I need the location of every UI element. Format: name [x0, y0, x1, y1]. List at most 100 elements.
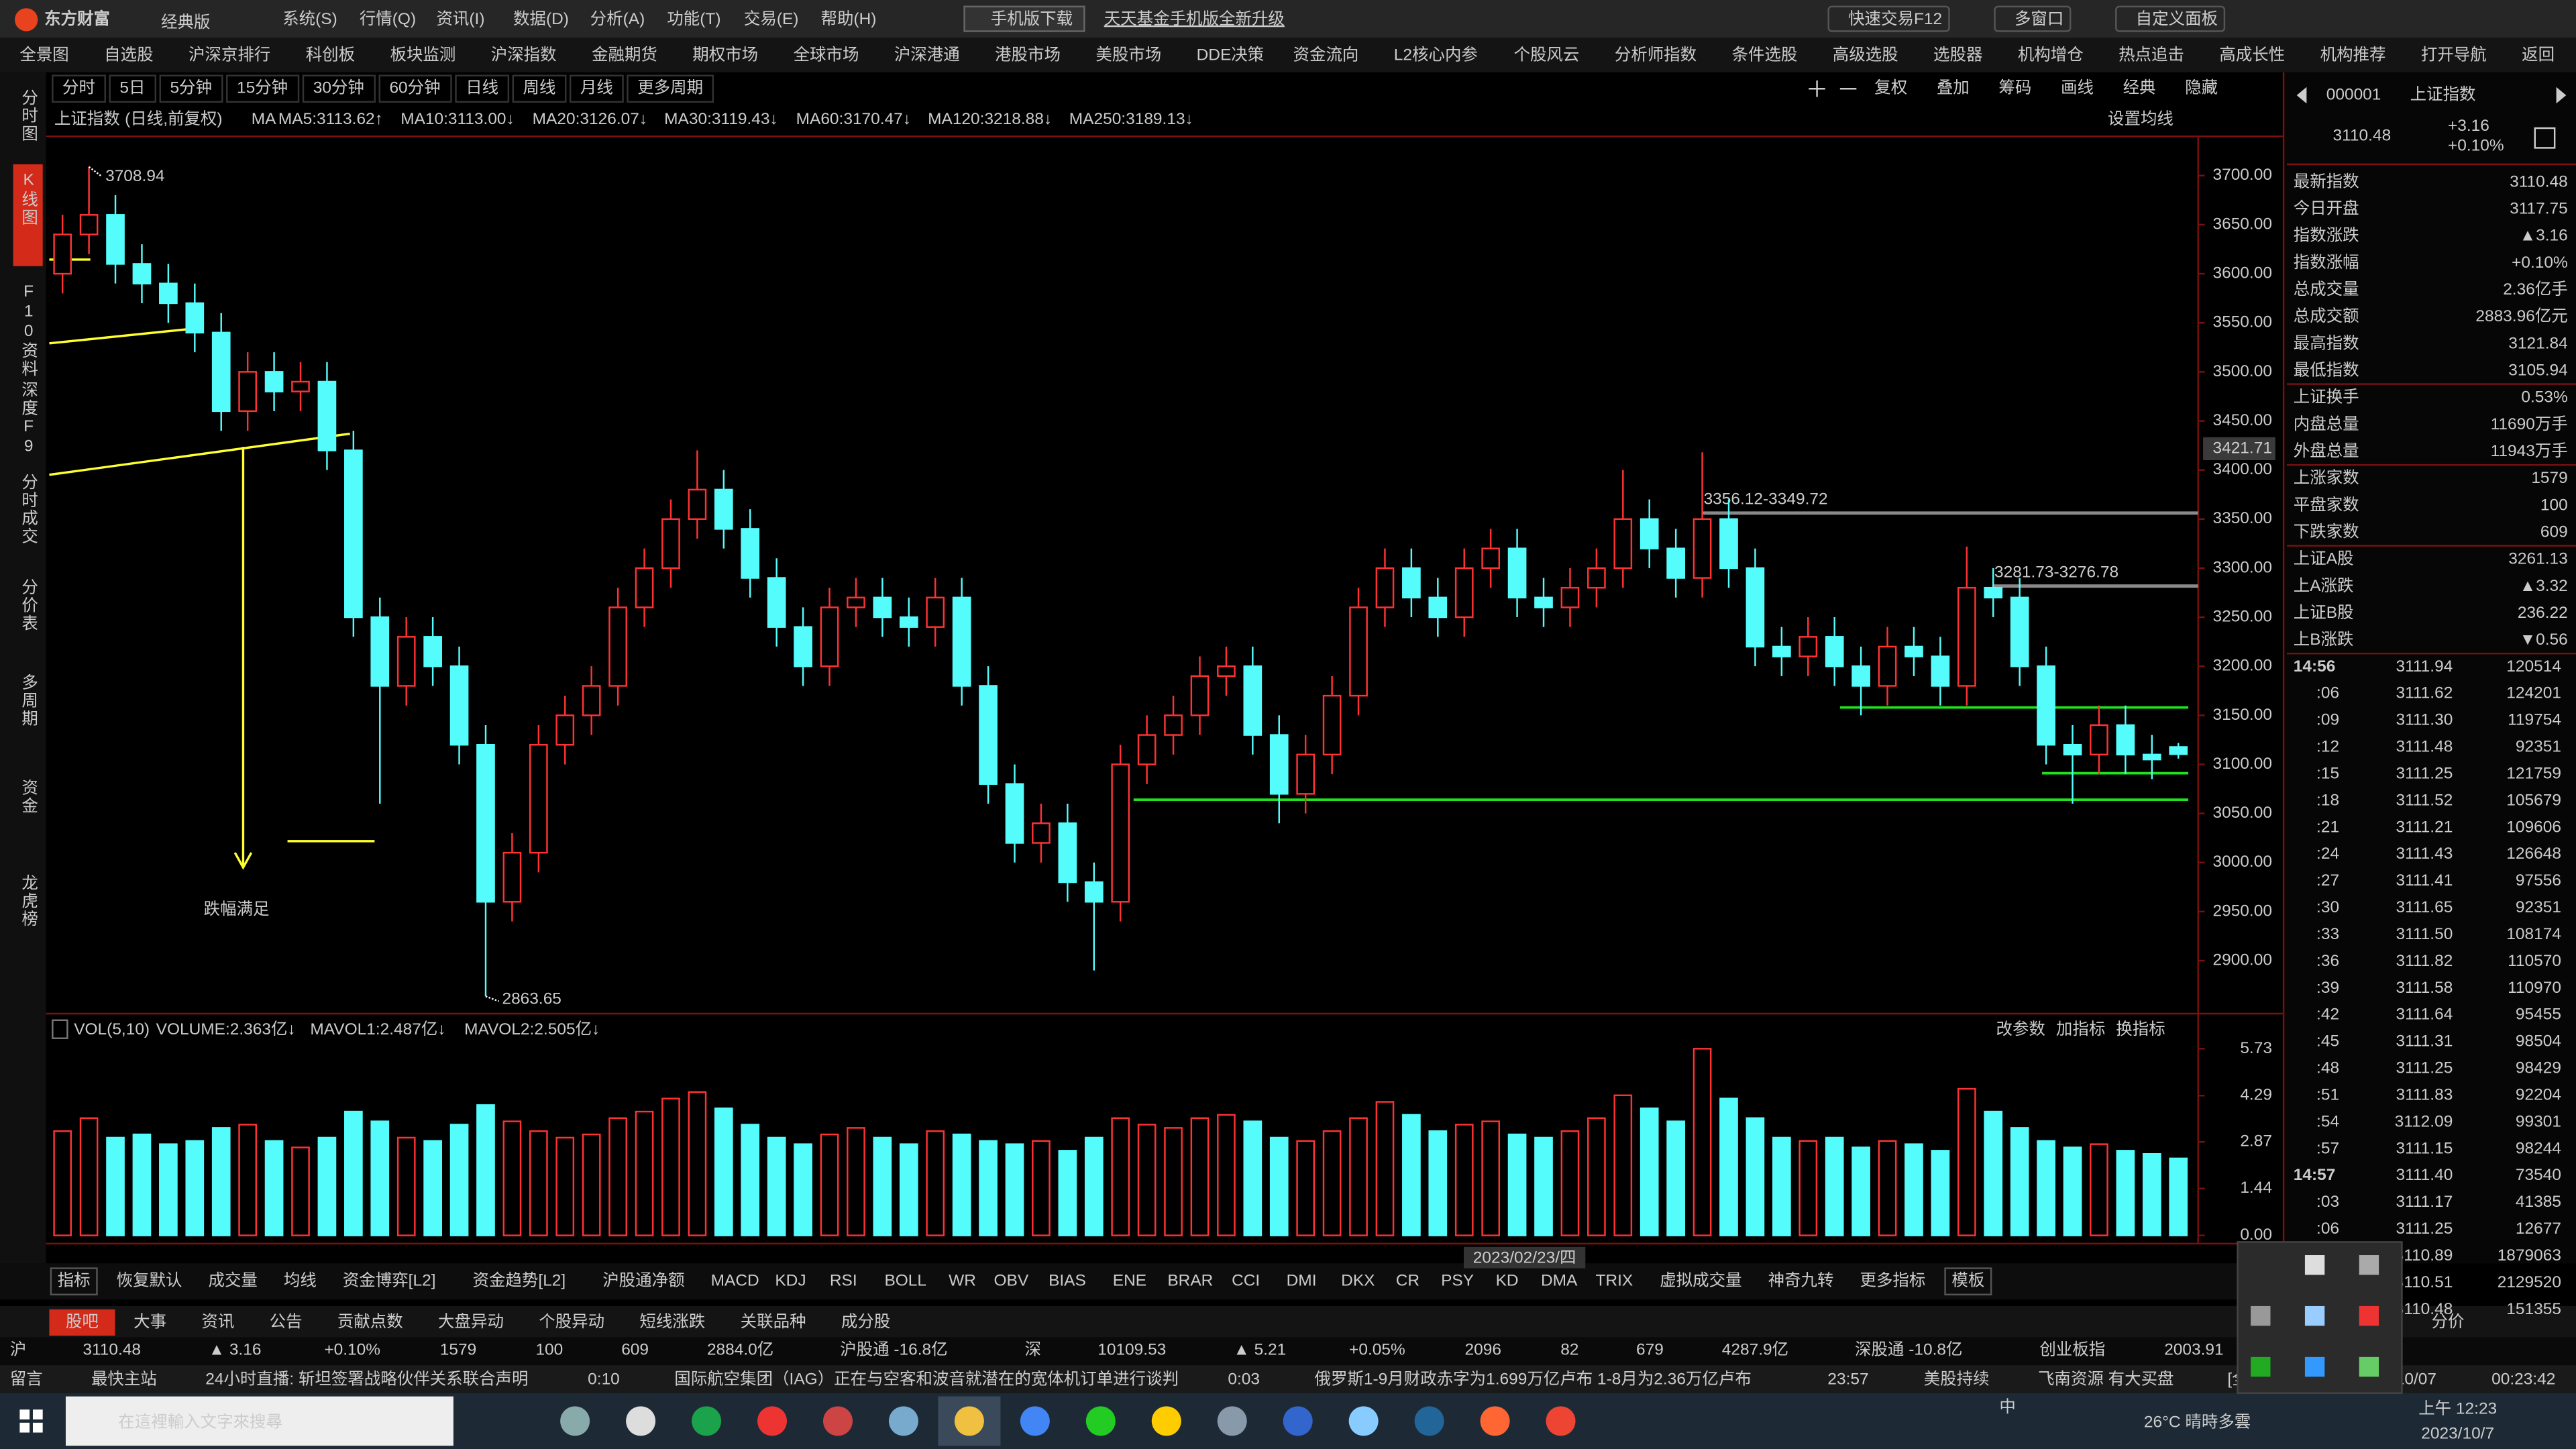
nav-item[interactable]: 全景图 — [19, 46, 68, 64]
nav-item[interactable]: 机构增仓 — [2018, 46, 2084, 64]
download-link[interactable]: 手机版下载 — [991, 9, 1073, 28]
indicator-tab[interactable]: WR — [949, 1272, 976, 1290]
indicator-tab[interactable]: 均线 — [284, 1271, 317, 1290]
app-icon[interactable] — [822, 1406, 853, 1436]
chart-tool[interactable]: 隐藏 — [2185, 78, 2218, 97]
sidebar-tab[interactable]: 深度F9 — [19, 381, 38, 457]
indicator-tab[interactable]: BOLL — [884, 1272, 926, 1290]
indicator-tab[interactable]: 恢复默认 — [117, 1271, 182, 1290]
nav-item[interactable]: 沪深指数 — [491, 46, 557, 64]
indicator-tab[interactable]: BRAR — [1167, 1272, 1213, 1290]
sidebar-tab[interactable]: 多周期 — [19, 674, 38, 728]
indicator-tab[interactable]: 沪股通净额 — [602, 1271, 684, 1290]
nav-item[interactable]: 期权市场 — [692, 46, 758, 64]
tray-icon[interactable] — [2251, 1305, 2271, 1326]
volume-tool[interactable]: 改参数 — [1996, 1020, 2045, 1038]
app-icon[interactable] — [1480, 1406, 1510, 1436]
period-tab[interactable]: 分时 — [62, 78, 95, 97]
nav-item[interactable]: 高级选股 — [1833, 46, 1898, 64]
sidebar-tab[interactable]: 分价表 — [19, 578, 38, 633]
period-tab[interactable]: 更多周期 — [637, 78, 703, 97]
tray-icon[interactable] — [2359, 1305, 2379, 1326]
indicator-tab[interactable]: RSI — [830, 1272, 857, 1290]
indicator-tab[interactable]: KDJ — [775, 1272, 806, 1290]
app-icon[interactable] — [626, 1406, 656, 1436]
app-icon[interactable] — [692, 1406, 722, 1436]
tray-icon[interactable] — [2359, 1255, 2379, 1275]
menu-item[interactable]: 行情(Q) — [360, 9, 416, 28]
chart-tool[interactable]: 筹码 — [1998, 78, 2031, 97]
sidebar-tab[interactable]: 资金 — [19, 778, 38, 814]
promo-link[interactable]: 天天基金手机版全新升级 — [1104, 9, 1285, 28]
app-icon[interactable] — [1348, 1406, 1379, 1436]
menu-item[interactable]: 功能(T) — [667, 9, 720, 28]
chart-tool[interactable]: 复权 — [1874, 78, 1907, 97]
sidebar-tab[interactable]: 龙虎榜 — [19, 873, 38, 928]
sub-tab[interactable]: 成分股 — [841, 1312, 890, 1331]
indicator-tab[interactable]: MACD — [711, 1272, 759, 1290]
indicator-tab[interactable]: 资金趋势[L2] — [473, 1271, 566, 1290]
sidebar-tab[interactable]: K线图 — [19, 171, 38, 227]
quote-toggle[interactable] — [2534, 127, 2556, 149]
volume-tool[interactable]: 加指标 — [2056, 1020, 2105, 1038]
nav-item[interactable]: 自选股 — [104, 46, 153, 64]
period-tab[interactable]: 30分钟 — [313, 78, 364, 97]
tray-icon[interactable] — [2304, 1305, 2325, 1326]
sidebar-tab[interactable]: 分时成交 — [19, 473, 38, 545]
indicator-tab[interactable]: 资金博弈[L2] — [343, 1271, 436, 1290]
sidebar-tab[interactable]: 分时图 — [19, 89, 38, 143]
period-tab[interactable]: 5日 — [119, 79, 145, 97]
app-icon[interactable] — [1020, 1406, 1050, 1436]
indicator-tab[interactable]: DKX — [1341, 1272, 1375, 1290]
nav-item[interactable]: 港股市场 — [995, 46, 1061, 64]
tray-icon[interactable] — [2304, 1255, 2325, 1275]
chart-tool[interactable]: 画线 — [2061, 78, 2094, 97]
period-tab[interactable]: 5分钟 — [170, 78, 212, 97]
nav-item[interactable]: DDE决策 — [1197, 46, 1265, 64]
indicator-tab[interactable]: ENE — [1113, 1272, 1146, 1290]
menu-item[interactable]: 交易(E) — [744, 9, 799, 28]
sub-tab[interactable]: 资讯 — [201, 1312, 234, 1331]
chart-tool[interactable]: 经典 — [2123, 78, 2156, 97]
menu-item[interactable]: 帮助(H) — [821, 9, 877, 28]
sub-tab[interactable]: 短线涨跌 — [639, 1312, 705, 1331]
indicator-tab[interactable]: 虚拟成交量 — [1660, 1271, 1741, 1290]
app-icon[interactable] — [757, 1406, 788, 1436]
nav-item[interactable]: 高成长性 — [2219, 46, 2285, 64]
sub-tab[interactable]: 股吧 — [66, 1313, 99, 1331]
indicator-tab[interactable]: 更多指标 — [1860, 1271, 1925, 1290]
tray-icon[interactable] — [2304, 1356, 2325, 1377]
nav-item[interactable]: 条件选股 — [1732, 46, 1798, 64]
nav-item[interactable]: 沪深京排行 — [189, 46, 270, 64]
app-icon[interactable] — [1085, 1406, 1116, 1436]
indicator-tab[interactable]: BIAS — [1049, 1272, 1086, 1290]
app-icon[interactable] — [1546, 1406, 1576, 1436]
indicator-tab[interactable]: 模板 — [1951, 1271, 1984, 1290]
period-tab[interactable]: 月线 — [580, 78, 613, 97]
nav-item[interactable]: L2核心内参 — [1394, 46, 1478, 64]
nav-item[interactable]: 金融期货 — [592, 46, 657, 64]
sub-tab[interactable]: 大事 — [133, 1312, 166, 1331]
volume-tool[interactable]: 换指标 — [2116, 1020, 2165, 1038]
app-icon[interactable] — [1283, 1406, 1313, 1436]
menu-item[interactable]: 资讯(I) — [436, 9, 484, 28]
chart-tool[interactable]: 叠加 — [1937, 78, 1970, 97]
nav-item[interactable]: 选股器 — [1933, 46, 1982, 64]
nav-item[interactable]: 热点追击 — [2118, 46, 2184, 64]
sub-tab[interactable]: 公告 — [270, 1312, 303, 1331]
tray-icon[interactable] — [2251, 1356, 2271, 1377]
indicator-tab[interactable]: TRIX — [1595, 1272, 1633, 1290]
nav-item[interactable]: 返回 — [2522, 46, 2555, 64]
indicator-tab[interactable]: 指标 — [58, 1271, 91, 1290]
menu-item[interactable]: 分析(A) — [590, 9, 645, 28]
indicator-tab[interactable]: 神奇九转 — [1768, 1271, 1834, 1290]
app-icon[interactable] — [1151, 1406, 1181, 1436]
start-icon[interactable] — [19, 1422, 30, 1433]
nav-item[interactable]: 沪深港通 — [894, 46, 960, 64]
download-button[interactable] — [963, 5, 1085, 32]
sub-tab[interactable]: 大盘异动 — [438, 1312, 504, 1331]
nav-item[interactable]: 板块监测 — [390, 46, 455, 64]
settings-link[interactable]: 设置均线 — [2108, 109, 2174, 128]
indicator-tab[interactable]: CR — [1396, 1272, 1419, 1290]
nav-item[interactable]: 美股市场 — [1095, 46, 1161, 64]
